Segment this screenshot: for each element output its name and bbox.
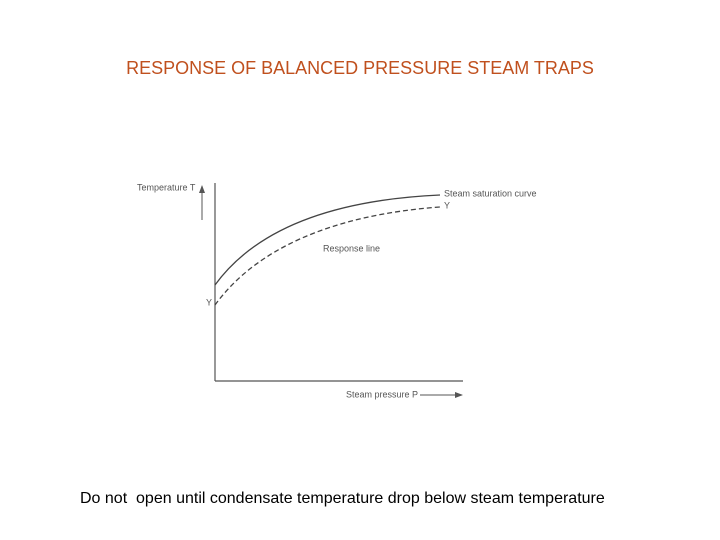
curve-label: Steam saturation curve xyxy=(444,188,537,198)
curve-end-label: Y xyxy=(444,200,450,210)
saturation-curve xyxy=(214,194,441,286)
response-label: Response line xyxy=(323,243,380,253)
x-axis-label: Steam pressure P xyxy=(346,389,418,399)
response-start-label: Y xyxy=(206,297,212,307)
slide-title: RESPONSE OF BALANCED PRESSURE STEAM TRAP… xyxy=(126,58,594,78)
caption: Do not open until condensate temperature… xyxy=(80,490,605,507)
y-axis-label: Temperature T xyxy=(137,182,196,192)
response-line xyxy=(214,206,441,306)
